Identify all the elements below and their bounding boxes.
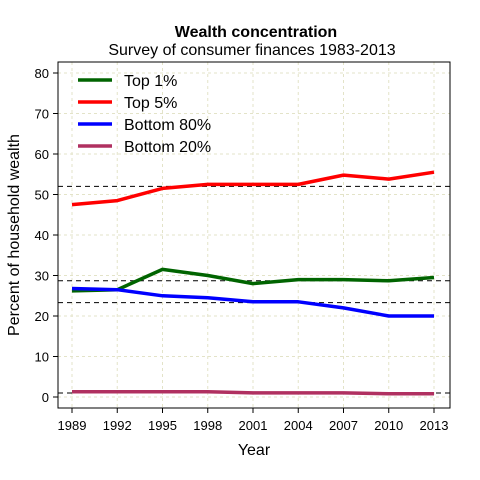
x-tick-label: 1998 bbox=[193, 418, 222, 433]
series-line-bottom-20 bbox=[72, 389, 434, 396]
y-tick-label: 30 bbox=[35, 269, 49, 284]
legend: Top 1% Top 5% Bottom 80% Bottom 20% bbox=[78, 73, 211, 156]
x-tick-label: 2004 bbox=[284, 418, 313, 433]
y-tick-label: 10 bbox=[35, 350, 49, 365]
x-axis: 1989 1992 1995 1998 2001 2004 2007 2010 2013 bbox=[58, 408, 449, 433]
x-tick-label: 2001 bbox=[239, 418, 268, 433]
legend-label: Top 1% bbox=[124, 73, 177, 90]
y-tick-label: 40 bbox=[35, 228, 49, 243]
series-line-top-5 bbox=[71, 170, 435, 207]
y-axis: 0 10 20 30 40 50 60 70 80 bbox=[35, 66, 58, 405]
x-tick-label: 2010 bbox=[374, 418, 403, 433]
y-tick-label: 0 bbox=[42, 390, 49, 405]
y-tick-label: 80 bbox=[35, 66, 49, 81]
chart-subtitle: Survey of consumer finances 1983-2013 bbox=[108, 42, 395, 59]
series-line-bottom-80 bbox=[71, 286, 434, 318]
y-tick-label: 70 bbox=[35, 107, 49, 122]
series-lines bbox=[71, 170, 435, 396]
chart-title: Wealth concentration bbox=[175, 24, 337, 41]
x-tick-label: 2013 bbox=[420, 418, 449, 433]
legend-label: Bottom 80% bbox=[124, 117, 211, 134]
series-line-top-1 bbox=[71, 267, 435, 293]
y-axis-label: Percent of household wealth bbox=[6, 134, 23, 336]
y-tick-label: 60 bbox=[35, 147, 49, 162]
x-axis-label: Year bbox=[238, 442, 271, 459]
y-tick-label: 20 bbox=[35, 309, 49, 324]
x-tick-label: 1995 bbox=[148, 418, 177, 433]
grid bbox=[58, 62, 450, 408]
x-tick-label: 2007 bbox=[329, 418, 358, 433]
x-tick-label: 1989 bbox=[58, 418, 87, 433]
y-tick-label: 50 bbox=[35, 188, 49, 203]
legend-label: Top 5% bbox=[124, 95, 177, 112]
legend-label: Bottom 20% bbox=[124, 139, 211, 156]
x-tick-label: 1992 bbox=[103, 418, 132, 433]
